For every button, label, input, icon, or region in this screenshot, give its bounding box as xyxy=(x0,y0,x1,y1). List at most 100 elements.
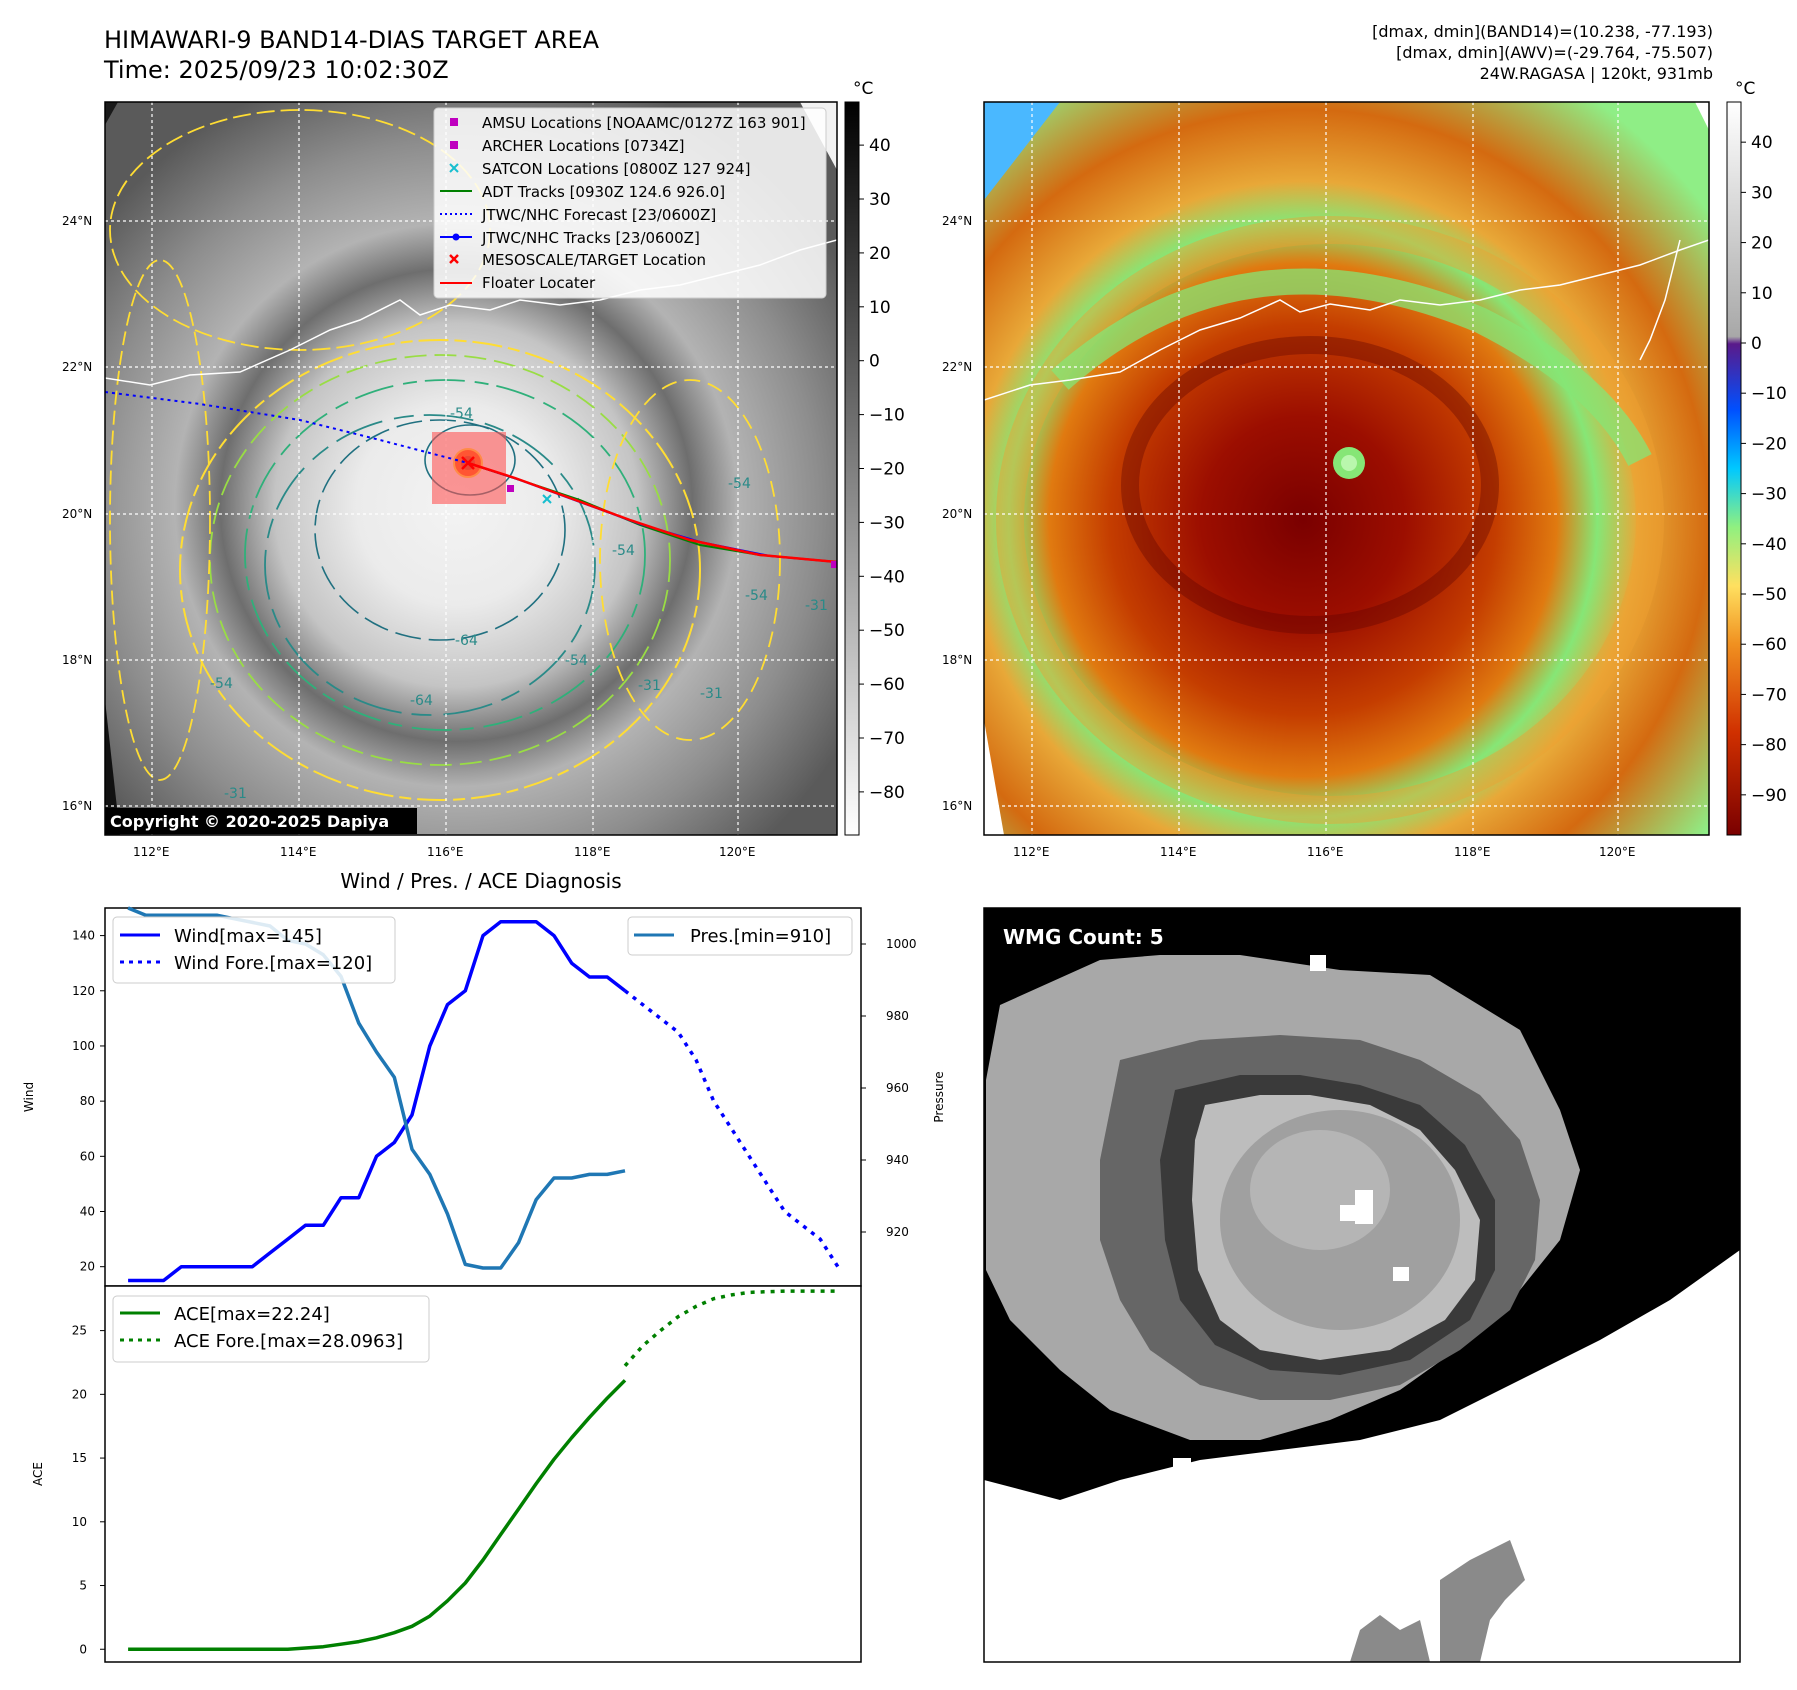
lon-label: 112°E xyxy=(1013,845,1050,859)
satcon-marker xyxy=(542,494,552,504)
colorbar-tick-label: 10 xyxy=(869,298,891,318)
lon-label: 118°E xyxy=(1454,845,1491,859)
colorbar-tick-label: −70 xyxy=(1751,685,1787,705)
lat-label: 16°N xyxy=(62,799,92,813)
colorbar-tick-label: 30 xyxy=(869,190,891,210)
colorbar-awv: °C 40 30 20 10 0 −10 −20 −30 −40 −50 −60 −70 −80 −90 xyxy=(1726,79,1787,836)
colorbar-tick-label: −50 xyxy=(1751,585,1787,605)
legend-entry: MESOSCALE/TARGET Location xyxy=(482,251,706,269)
colorbar-tick-label: −40 xyxy=(869,567,905,587)
wind-tick-label: 120 xyxy=(72,984,95,998)
colorbar-tick-label: 0 xyxy=(1751,334,1762,354)
legend-x-icon xyxy=(449,254,459,264)
colorbar-tick-label: 20 xyxy=(1751,234,1773,254)
contour-label: -54 xyxy=(728,476,751,492)
pressure-legend: Pres.[min=910] xyxy=(627,916,853,956)
legend-entry: Wind Fore.[max=120] xyxy=(174,953,372,974)
wind-tick-label: 60 xyxy=(80,1149,95,1163)
legend-square-icon xyxy=(450,118,458,126)
colorbar-tick-label: −60 xyxy=(1751,635,1787,655)
colorbar-band14: °C 40 30 20 10 0 −10 −20 −30 −40 −50 −60 −70 −80 xyxy=(844,79,905,836)
legend-entry: ADT Tracks [0930Z 124.6 926.0] xyxy=(482,183,725,201)
ace-axis-label: ACE xyxy=(31,1462,45,1486)
band14-ir-map: -54 -64 -64 -54 -31 -54 -31 -54 -31 -54 … xyxy=(62,79,905,859)
map-legend: AMSU Locations [NOAAMC/0127Z 163 901] AR… xyxy=(433,107,827,299)
colorbar-tick-label: 20 xyxy=(869,244,891,264)
legend-entry: SATCON Locations [0800Z 127 924] xyxy=(482,160,750,178)
pressure-tick-label: 960 xyxy=(886,1081,909,1095)
contour-label: -54 xyxy=(565,653,588,669)
pressure-tick-label: 1000 xyxy=(886,937,917,951)
ace-tick-label: 25 xyxy=(72,1324,87,1338)
wmg-panel: WMG Count: 5 xyxy=(983,907,1741,1663)
colorbar-tick-label: 40 xyxy=(869,136,891,156)
pressure-line xyxy=(127,906,626,1270)
target-area-box xyxy=(432,432,506,504)
colorbar-tick-label: −80 xyxy=(1751,736,1787,756)
ace-chart: 0 5 10 15 20 25 ACE ACE[max=22.24] ACE Fore.[… xyxy=(31,1285,862,1663)
copyright-text: Copyright © 2020-2025 Dapiya xyxy=(110,812,389,831)
forecast-track xyxy=(105,391,469,464)
figure-title: HIMAWARI-9 BAND14-DIAS TARGET AREA xyxy=(104,26,600,54)
storm-info: 24W.RAGASA | 120kt, 931mb xyxy=(1479,64,1713,83)
wind-tick-label: 80 xyxy=(80,1094,95,1108)
wind-legend: Wind[max=145] Wind Fore.[max=120] xyxy=(112,916,396,984)
ace-legend: ACE[max=22.24] ACE Fore.[max=28.0963] xyxy=(112,1295,430,1363)
ace-line xyxy=(128,1379,627,1652)
contour-label: -54 xyxy=(210,676,233,692)
wind-tick-label: 100 xyxy=(72,1039,95,1053)
lat-label: 24°N xyxy=(62,214,92,228)
awv-map: 24°N 22°N 20°N 18°N 16°N 112°E 114°E 116… xyxy=(942,79,1787,859)
colorbar-tick-label: −30 xyxy=(1751,485,1787,505)
pressure-axis-label: Pressure xyxy=(932,1071,946,1122)
lon-label: 120°E xyxy=(719,845,756,859)
awv-range: [dmax, dmin](AWV)=(-29.764, -75.507) xyxy=(1396,43,1713,62)
contour-label: -54 xyxy=(612,543,635,559)
archer-marker xyxy=(507,485,514,492)
colorbar-tick-label: −20 xyxy=(869,460,905,480)
lat-label: 20°N xyxy=(942,507,972,521)
lon-label: 116°E xyxy=(1307,845,1344,859)
lat-label: 22°N xyxy=(62,360,92,374)
colorbar-tick-label: −60 xyxy=(869,675,905,695)
band14-range: [dmax, dmin](BAND14)=(10.238, -77.193) xyxy=(1372,22,1713,41)
colorbar-tick-label: −50 xyxy=(869,621,905,641)
lat-label: 20°N xyxy=(62,507,92,521)
ace-tick-label: 5 xyxy=(79,1579,87,1593)
wind-tick-label: 20 xyxy=(80,1260,95,1274)
legend-entry: ACE[max=22.24] xyxy=(174,1304,330,1325)
lat-label: 16°N xyxy=(942,799,972,813)
legend-square-icon xyxy=(450,141,458,149)
legend-entry: AMSU Locations [NOAAMC/0127Z 163 901] xyxy=(482,114,806,132)
pressure-tick-label: 940 xyxy=(886,1153,909,1167)
ace-tick-label: 0 xyxy=(79,1642,87,1656)
ace-tick-label: 20 xyxy=(72,1387,87,1401)
colorbar-unit: °C xyxy=(1735,79,1755,99)
ace-tick-label: 10 xyxy=(72,1515,87,1529)
ace-forecast-line xyxy=(623,1289,838,1367)
lon-label: 116°E xyxy=(427,845,464,859)
legend-dot-icon xyxy=(452,233,460,241)
ace-tick-label: 15 xyxy=(72,1451,87,1465)
lat-label: 24°N xyxy=(942,214,972,228)
wind-pressure-chart: 20 40 60 80 100 120 140 920 940 960 980 1000 Wind P… xyxy=(22,906,946,1287)
lat-label: 18°N xyxy=(942,653,972,667)
colorbar-tick-label: −40 xyxy=(1751,535,1787,555)
colorbar-tick-label: 0 xyxy=(869,352,880,372)
legend-entry: ACE Fore.[max=28.0963] xyxy=(174,1331,403,1352)
figure-time: Time: 2025/09/23 10:02:30Z xyxy=(104,56,449,84)
pressure-tick-label: 980 xyxy=(886,1009,909,1023)
wmg-count-label: WMG Count: 5 xyxy=(1003,925,1164,949)
colorbar-tick-label: −90 xyxy=(1751,786,1787,806)
colorbar-tick-label: −20 xyxy=(1751,434,1787,454)
contour-label: -54 xyxy=(745,588,768,604)
legend-entry: Pres.[min=910] xyxy=(690,926,831,947)
colorbar-tick-label: −80 xyxy=(869,783,905,803)
lon-label: 114°E xyxy=(280,845,317,859)
diagnosis-title: Wind / Pres. / ACE Diagnosis xyxy=(340,869,621,893)
target-marker xyxy=(461,456,475,470)
colorbar-tick-label: 30 xyxy=(1751,183,1773,203)
colorbar-tick-label: −10 xyxy=(869,406,905,426)
lon-label: 114°E xyxy=(1160,845,1197,859)
